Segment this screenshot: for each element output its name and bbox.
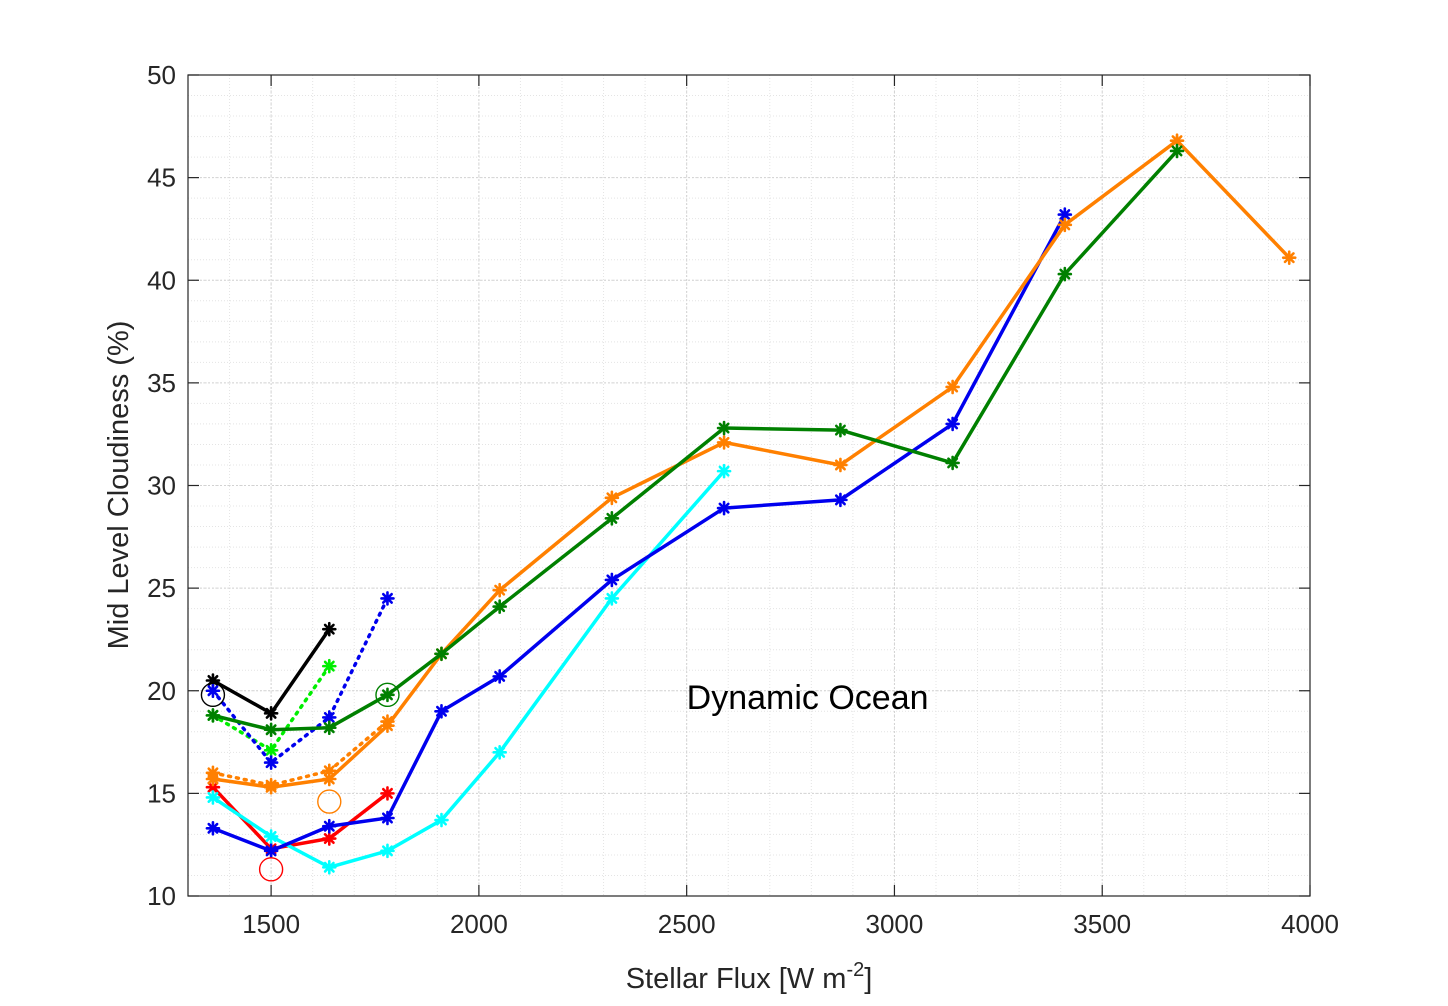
data-point-cyan — [321, 859, 337, 875]
data-point-blue — [945, 416, 960, 432]
data-point-green-dotted — [263, 742, 279, 758]
x-tick-label: 2500 — [658, 909, 716, 939]
data-point-black — [263, 706, 279, 721]
data-point-orange — [380, 718, 395, 733]
data-point-orange — [1169, 133, 1185, 148]
y-tick-label: 25 — [147, 573, 176, 603]
data-point-dark-green — [604, 511, 620, 526]
y-tick-label: 20 — [147, 676, 176, 706]
y-axis-label: Mid Level Cloudiness (%) — [103, 321, 135, 650]
data-point-blue — [205, 820, 221, 836]
y-tick-label: 15 — [147, 778, 176, 808]
series-blue — [205, 207, 1073, 859]
data-point-orange — [604, 490, 620, 506]
data-point-dark-green — [263, 722, 279, 738]
marker-orange-circle — [317, 789, 342, 814]
data-point-orange — [492, 582, 507, 598]
data-point-cyan — [434, 812, 449, 828]
marker-black-circle — [200, 682, 226, 708]
data-point-cyan — [263, 829, 279, 844]
data-point-orange — [1057, 217, 1073, 233]
series-blue-dotted — [205, 591, 395, 770]
data-point-orange — [263, 779, 279, 795]
data-point-dark-green — [716, 420, 732, 436]
data-point-cyan — [380, 843, 395, 859]
marker-red-circle — [258, 857, 284, 882]
x-axis-label: Stellar Flux [W m-2] — [626, 959, 873, 995]
data-point-dark-green — [434, 646, 449, 662]
annotation-dynamic-ocean: Dynamic Ocean — [687, 679, 929, 717]
data-point-orange — [1281, 250, 1297, 265]
x-tick-label: 4000 — [1281, 909, 1339, 939]
y-tick-label: 45 — [147, 163, 176, 193]
data-point-blue — [380, 810, 395, 826]
data-point-blue — [716, 500, 732, 516]
series-line-dark-green — [211, 149, 1179, 732]
marker-dark-green-circle — [375, 682, 400, 708]
data-point-blue — [492, 669, 507, 684]
x-tick-label: 1500 — [242, 909, 300, 939]
data-point-black — [321, 621, 337, 637]
data-point-cyan — [716, 463, 732, 479]
data-point-dark-green — [945, 455, 960, 471]
data-point-blue-dotted — [205, 683, 221, 699]
data-point-blue — [833, 492, 848, 508]
ticks — [188, 74, 1311, 897]
x-tick-label: 3000 — [866, 909, 924, 939]
series-cyan — [205, 463, 732, 875]
y-tick-label: 50 — [147, 60, 176, 90]
y-tick-label: 40 — [147, 265, 176, 295]
x-axis-label-end: ] — [864, 963, 872, 995]
series-line-green-dotted — [211, 664, 332, 753]
series-dark-green — [205, 143, 1185, 738]
data-point-dark-green — [833, 422, 848, 438]
data-point-dark-green — [321, 720, 337, 735]
data-point-dark-green — [205, 708, 221, 723]
data-point-dark-green — [380, 687, 395, 703]
data-point-blue-dotted — [263, 755, 279, 770]
tick-labels: 1500 2000 2500 3000 3500 4000 10 15 20 25 30 35 40 45… — [147, 60, 1339, 939]
y-tick-label: 35 — [147, 368, 176, 398]
data-point-blue — [604, 572, 620, 588]
series-line-blue-dotted — [211, 596, 390, 765]
data-point-blue — [263, 843, 279, 859]
data-point-red — [380, 786, 395, 801]
x-axis-label-main: Stellar Flux [W m — [626, 963, 847, 995]
data-point-blue — [321, 818, 337, 834]
data-point-cyan — [205, 790, 221, 805]
data-point-orange — [321, 771, 337, 787]
data-point-dark-green — [1169, 143, 1185, 159]
x-tick-label: 2000 — [450, 909, 508, 939]
data-point-orange — [716, 435, 732, 450]
data-point-orange — [833, 457, 848, 473]
data-point-dark-green — [492, 599, 507, 614]
x-axis-label-superscript: -2 — [846, 959, 864, 981]
data-point-red — [321, 831, 337, 846]
series-line-orange-dotted — [211, 719, 390, 787]
series-layer — [205, 133, 1297, 875]
series-line-cyan — [211, 469, 726, 870]
data-point-blue — [434, 703, 449, 719]
data-point-green-dotted — [321, 658, 337, 674]
circle-layer — [200, 682, 400, 882]
data-point-orange — [945, 379, 960, 395]
data-point-orange — [205, 771, 221, 787]
y-tick-label: 30 — [147, 471, 176, 501]
x-tick-label: 3500 — [1073, 909, 1131, 939]
data-point-dark-green — [1057, 266, 1073, 282]
data-point-blue-dotted — [380, 591, 395, 606]
data-point-cyan — [492, 745, 507, 760]
data-point-cyan — [604, 591, 620, 606]
y-tick-label: 10 — [147, 881, 176, 911]
